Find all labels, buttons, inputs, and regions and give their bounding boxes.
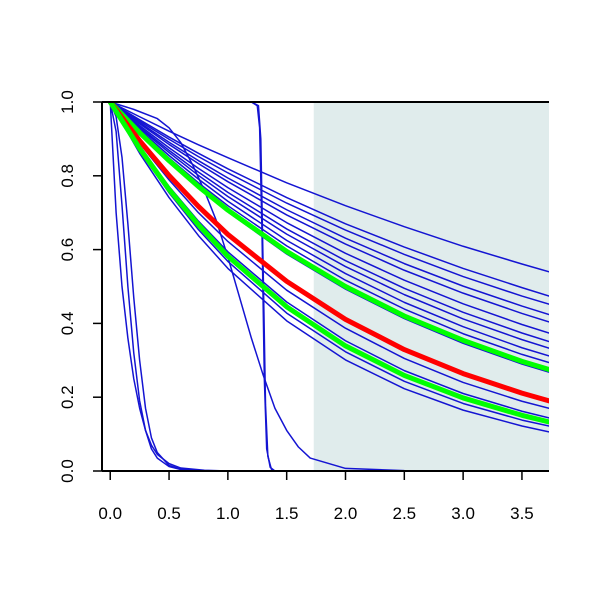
series-line-24 (107, 102, 549, 425)
x-tick-label: 0.0 (98, 504, 122, 523)
series-line-23 (107, 102, 549, 404)
axes (101, 101, 549, 472)
series-line-2 (109, 102, 549, 297)
x-tick-label: 1.0 (216, 504, 240, 523)
x-tick-label: 0.5 (157, 504, 181, 523)
x-tick-label: 3.5 (510, 504, 534, 523)
series-line-5 (109, 102, 549, 323)
series-line-3 (109, 102, 549, 305)
series-line-4 (109, 102, 549, 316)
series-line-21 (109, 102, 549, 471)
series-line-7 (109, 102, 549, 343)
y-tick-label: 1.0 (58, 90, 77, 114)
series-line-9 (109, 102, 549, 357)
y-tick-label: 0.6 (58, 238, 77, 262)
x-tick-label: 1.5 (275, 504, 299, 523)
series-line-22 (107, 102, 549, 373)
y-tick-label: 0.8 (58, 164, 77, 188)
y-tick-label: 0.4 (58, 312, 77, 336)
series-line-19 (109, 102, 549, 471)
x-tick-label: 3.0 (451, 504, 475, 523)
y-tick-label: 0.0 (58, 459, 77, 483)
series-line-8 (109, 102, 549, 349)
series-line-6 (109, 102, 549, 334)
series-line-15 (109, 102, 549, 433)
x-tick-label: 2.0 (334, 504, 358, 523)
series-lines (107, 102, 549, 471)
x-tick-label: 2.5 (392, 504, 416, 523)
series-line-18 (109, 102, 549, 471)
series-line-1 (109, 102, 549, 273)
x-axis-ticks: 0.0 0.5 1.0 1.5 2.0 2.5 3.0 3.5 (98, 471, 534, 523)
y-axis-ticks: 0.0 0.2 0.4 0.6 0.8 1.0 (58, 90, 102, 483)
y-tick-label: 0.2 (58, 385, 77, 409)
